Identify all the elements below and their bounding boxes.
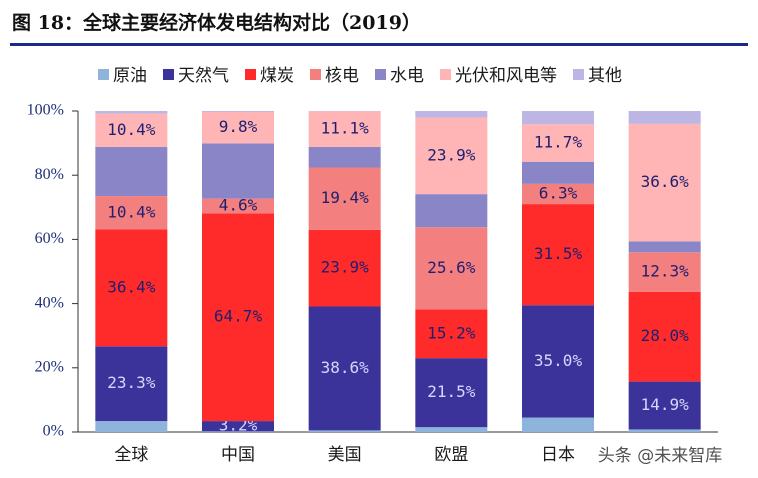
y-tick-label: 0% (43, 423, 64, 440)
value-label: 23.9% (427, 145, 476, 164)
chart-title: 图 18：全球主要经济体发电结构对比（2019） (12, 11, 421, 34)
value-label: 38.6% (321, 358, 370, 377)
bar-segment (202, 198, 274, 214)
bar-segment (522, 417, 594, 432)
bar-segment (522, 111, 594, 125)
x-tick-label: 全球 (114, 445, 148, 465)
bar-segment (95, 196, 168, 230)
value-label: 36.4% (107, 277, 156, 296)
bar-segment (95, 346, 168, 422)
y-tick-label: 100% (27, 102, 64, 119)
bar-segment (522, 183, 594, 205)
bar-segment (415, 111, 488, 118)
bar-segment (95, 146, 168, 197)
legend-swatch (98, 69, 109, 80)
legend-swatch (310, 69, 321, 80)
value-label: 25.6% (427, 258, 476, 277)
legend-label: 天然气 (178, 66, 229, 86)
bar-segment (628, 291, 701, 382)
bar-segment (628, 111, 701, 124)
legend-swatch (163, 69, 174, 80)
bar-segment (415, 227, 488, 310)
bar-segment (628, 429, 701, 432)
bar-segment (95, 111, 168, 114)
bar-segment (308, 229, 381, 307)
bar-segment (522, 204, 594, 306)
legend-label: 光伏和风电等 (455, 66, 557, 86)
value-label: 11.1% (321, 119, 370, 138)
bar-segment (202, 213, 274, 422)
title-rule (10, 43, 748, 46)
bar-segment (95, 113, 168, 147)
bar-segment (202, 111, 274, 144)
value-label: 35.0% (534, 351, 583, 370)
value-label: 23.9% (321, 258, 370, 277)
x-tick-label: 美国 (328, 445, 362, 465)
bar-segment (522, 161, 594, 184)
bar-segment (415, 117, 488, 195)
bar-segment (628, 241, 701, 253)
value-label: 28.0% (641, 326, 690, 345)
value-label: 11.7% (534, 132, 583, 151)
legend-label: 原油 (113, 66, 147, 86)
value-label: 36.6% (641, 172, 690, 191)
value-label: 12.3% (641, 261, 690, 280)
value-label: 6.3% (539, 183, 578, 202)
legend-swatch (573, 69, 584, 80)
x-tick-label: 日本 (541, 445, 575, 465)
legend-swatch (375, 69, 386, 80)
legend-swatch (440, 69, 451, 80)
y-tick-label: 80% (35, 166, 64, 183)
bar-segment (415, 309, 488, 359)
bar-segment (415, 427, 488, 432)
value-label: 64.7% (214, 307, 263, 326)
value-label: 15.2% (427, 323, 476, 342)
bar-segment (415, 194, 488, 228)
x-tick-label: 欧盟 (434, 445, 468, 465)
bar-segment (415, 358, 488, 428)
value-label: 14.9% (641, 395, 690, 414)
bar-segment (308, 306, 381, 431)
bar-segment (628, 381, 701, 430)
legend-swatch (245, 69, 256, 80)
bar-segment (202, 111, 274, 112)
bar-segment (522, 124, 594, 162)
value-label: 31.5% (534, 244, 583, 263)
legend-label: 水电 (390, 66, 424, 86)
value-label: 9.8% (219, 117, 258, 136)
bar-segment (628, 123, 701, 242)
bar-segment (308, 430, 381, 432)
bar-segment (308, 111, 381, 147)
bar-segment (308, 167, 381, 230)
watermark: 头条 @未来智库 (598, 446, 722, 466)
bar-segment (202, 421, 274, 432)
bar-segment (95, 421, 168, 432)
y-tick-label: 20% (35, 358, 64, 375)
value-label: 4.6% (219, 196, 258, 215)
legend-label: 其他 (588, 66, 622, 86)
bar-segment (95, 229, 168, 347)
value-label: 21.5% (427, 382, 476, 401)
value-label: 10.4% (107, 202, 156, 221)
x-tick-label: 中国 (221, 445, 255, 465)
bar-segment (202, 143, 274, 199)
bar-segment (202, 431, 274, 432)
value-label: 23.3% (107, 373, 156, 392)
bar-segment (628, 252, 701, 292)
legend-label: 煤炭 (260, 66, 294, 86)
bar-segment (522, 305, 594, 418)
value-label: 10.4% (107, 120, 156, 139)
legend-label: 核电 (325, 66, 359, 86)
bar-segment (308, 146, 381, 168)
value-label: 19.4% (321, 188, 370, 207)
y-tick-label: 60% (35, 230, 64, 247)
y-tick-label: 40% (35, 294, 64, 311)
